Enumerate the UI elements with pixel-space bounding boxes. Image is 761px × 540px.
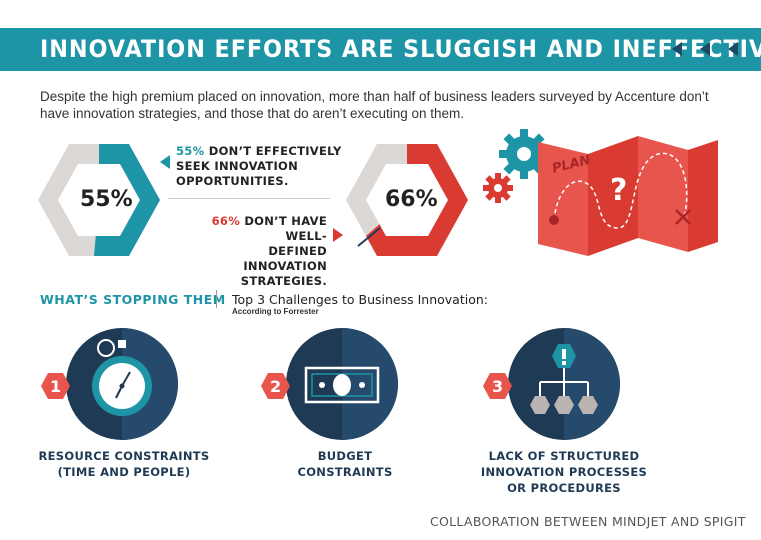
section-label: WHAT’S STOPPING THEM [40,292,226,307]
challenge-line: LACK OF STRUCTURED [488,449,640,463]
banknote-icon [304,366,380,404]
page-title: INNOVATION EFFORTS ARE SLUGGISH AND INEF… [40,35,761,63]
stat-value-55: 55% [80,187,133,212]
pointer-left-icon [160,155,170,169]
pointer-right-icon [333,228,343,242]
badge-number-3: 3 [492,377,503,396]
section-title: Top 3 Challenges to Business Innovation: [232,292,488,307]
challenge-text-1: RESOURCE CONSTRAINTS (TIME AND PEOPLE) [34,448,214,480]
challenge-icon-1: 1 [41,328,178,440]
challenge-line: CONSTRAINTS [297,465,393,479]
stat-highlight-55: 55% [176,144,205,158]
stat-text-55: 55% DON’T EFFECTIVELY SEEK INNOVATION OP… [176,144,342,189]
number-badge [261,373,290,399]
stat-line: DON’T HAVE WELL- [240,214,327,243]
challenge-line: BUDGET [317,449,373,463]
challenge-text-3: LACK OF STRUCTURED INNOVATION PROCESSES … [474,448,654,496]
stat-line: OPPORTUNITIES. [176,174,289,188]
challenge-line: OR PROCEDURES [507,481,621,495]
question-mark: ? [610,173,627,208]
number-badge [483,373,512,399]
badge-number-1: 1 [50,377,61,396]
footer-credit: COLLABORATION BETWEEN MINDJET AND SPIGIT [430,514,746,529]
section-separator [216,290,217,308]
stat-value-66: 66% [385,187,438,212]
stat-divider [168,198,330,199]
stat-hexagon-55 [38,144,160,256]
badge-number-2: 2 [270,377,281,396]
number-badge [41,373,70,399]
stopwatch-icon [92,339,152,416]
gear-small-icon [483,173,513,203]
x-mark-icon [675,209,691,225]
stat-text-66: 66% DON’T HAVE WELL- DEFINED INNOVATION … [194,214,327,289]
challenge-text-2: BUDGET CONSTRAINTS [255,448,435,480]
plan-map-icon: PLAN ? [483,129,718,256]
stat-line: STRATEGIES. [240,274,327,288]
challenge-icon-2: 2 [261,328,398,440]
challenge-icon-3: 3 [483,328,620,440]
stat-line: DEFINED INNOVATION [243,244,327,273]
stat-line: DON’T EFFECTIVELY [204,144,342,158]
stat-line: SEEK INNOVATION [176,159,299,173]
intro-text: Despite the high premium placed on innov… [40,89,709,121]
section-note: According to Forrester [232,307,319,316]
stat-highlight-66: 66% [211,214,241,228]
stat-hexagon-66 [346,144,468,256]
challenge-line: (TIME AND PEOPLE) [57,465,191,479]
title-banner: INNOVATION EFFORTS ARE SLUGGISH AND INEF… [0,28,761,71]
challenge-line: RESOURCE CONSTRAINTS [38,449,210,463]
challenge-line: INNOVATION PROCESSES [480,465,648,479]
arrows-left-icon [672,42,738,56]
org-chart-icon [530,344,598,414]
